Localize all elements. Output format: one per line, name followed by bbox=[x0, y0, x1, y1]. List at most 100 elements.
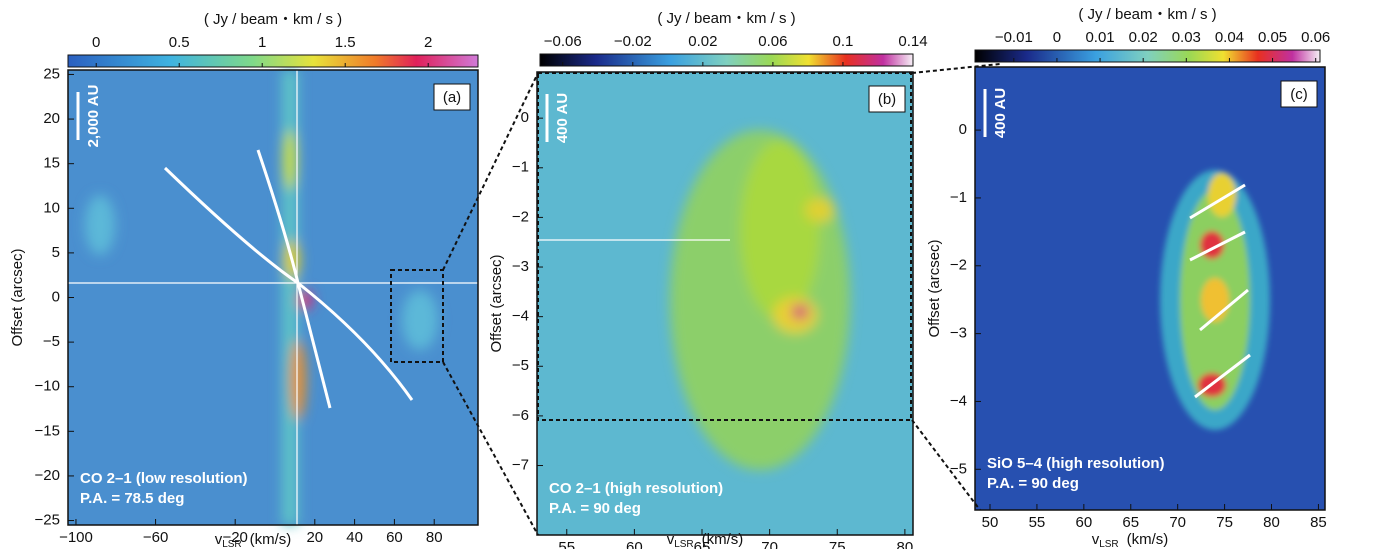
y-tick-label: 0 bbox=[521, 109, 529, 126]
x-tick-label: 40 bbox=[346, 529, 363, 546]
x-label-subscript: LSR bbox=[674, 539, 693, 549]
y-tick-label: 0 bbox=[52, 288, 60, 305]
x-label-symbol: v bbox=[215, 531, 223, 548]
x-tick-label: 70 bbox=[761, 539, 778, 549]
panel-label-box bbox=[1280, 80, 1318, 108]
colorbar-tick-label: −0.02 bbox=[614, 33, 652, 50]
colorbar-tick-label: 0.03 bbox=[1172, 29, 1201, 46]
x-label-symbol: v bbox=[1092, 531, 1100, 548]
emission bbox=[1160, 170, 1270, 430]
annotation: P.A. = 90 deg bbox=[987, 475, 1079, 492]
y-tick-label: −7 bbox=[512, 456, 529, 473]
colorbar-tick-label: 1.5 bbox=[335, 34, 356, 51]
y-axis-label: Offset (arcsec) bbox=[9, 248, 26, 346]
y-tick-label: −3 bbox=[950, 325, 967, 342]
panel-label-box bbox=[868, 85, 906, 113]
y-tick-label: 5 bbox=[52, 244, 60, 261]
x-axis-label: vLSR (km/s) bbox=[1092, 531, 1169, 549]
x-tick-label: 85 bbox=[1310, 514, 1327, 531]
colorbar-tick-label: 0.5 bbox=[169, 34, 190, 51]
x-tick-label: 75 bbox=[829, 539, 846, 549]
y-axis-label: Offset (arcsec) bbox=[488, 254, 505, 352]
x-label-symbol: v bbox=[667, 531, 675, 548]
colorbar-tick-label: 0 bbox=[1053, 29, 1061, 46]
scale-bar-label: 400 AU bbox=[992, 88, 1009, 138]
colorbar-label: ( Jy / beam・km / s ) bbox=[204, 11, 342, 28]
y-tick-label: −4 bbox=[950, 392, 967, 409]
x-tick-label: −100 bbox=[59, 529, 93, 546]
y-tick-label: −10 bbox=[35, 378, 60, 395]
annotation: CO 2–1 (low resolution) bbox=[80, 470, 248, 487]
colorbar-tick-label: 0.01 bbox=[1085, 29, 1114, 46]
colorbar-tick-label: 0.04 bbox=[1215, 29, 1244, 46]
y-tick-label: 20 bbox=[43, 110, 60, 127]
y-tick-label: −4 bbox=[512, 308, 529, 325]
emission bbox=[85, 70, 438, 525]
y-tick-label: 25 bbox=[43, 65, 60, 82]
x-tick-label: 60 bbox=[386, 529, 403, 546]
decoration bbox=[68, 63, 1325, 536]
y-tick-label: −25 bbox=[35, 512, 60, 529]
y-tick-label: −15 bbox=[35, 422, 60, 439]
map-background bbox=[975, 67, 1325, 510]
y-tick-label: −3 bbox=[512, 258, 529, 275]
y-tick-label: −1 bbox=[950, 189, 967, 206]
x-label-subscript: LSR bbox=[1099, 539, 1118, 549]
colorbar-tick-label: 1 bbox=[258, 34, 266, 51]
y-tick-label: −2 bbox=[950, 257, 967, 274]
colorbar-tick-label: 0 bbox=[92, 34, 100, 51]
panel-label: (b) bbox=[878, 91, 896, 108]
colorbar-tick-label: 0.06 bbox=[1301, 29, 1330, 46]
x-tick-label: −60 bbox=[143, 529, 168, 546]
x-tick-label: 20 bbox=[306, 529, 323, 546]
x-tick-label: 80 bbox=[897, 539, 914, 549]
x-tick-label: 55 bbox=[558, 539, 575, 549]
panel-label: (a) bbox=[443, 89, 461, 106]
y-tick-label: 15 bbox=[43, 155, 60, 172]
colorbar-tick-label: 0.02 bbox=[688, 33, 717, 50]
colorbar-tick-label: 0.02 bbox=[1129, 29, 1158, 46]
y-tick-label: 0 bbox=[959, 121, 967, 138]
x-label-subscript: LSR bbox=[222, 539, 241, 549]
panel-label-box bbox=[433, 83, 471, 111]
colorbar bbox=[67, 54, 479, 68]
colorbar-tick-label: −0.06 bbox=[544, 33, 582, 50]
x-tick-label: 55 bbox=[1029, 514, 1046, 531]
x-axis-label: vLSR (km/s) bbox=[215, 531, 292, 549]
y-tick-label: −5 bbox=[950, 460, 967, 477]
colorbar-tick-label: 2 bbox=[424, 34, 432, 51]
y-tick-label: 10 bbox=[43, 199, 60, 216]
y-tick-label: −6 bbox=[512, 407, 529, 424]
colorbar-tick-label: −0.01 bbox=[995, 29, 1033, 46]
colorbar-tick-label: 0.1 bbox=[833, 33, 854, 50]
x-label-unit: (km/s) bbox=[1127, 531, 1169, 548]
panel-label: (c) bbox=[1290, 86, 1308, 103]
x-axis-label: vLSR (km/s) bbox=[667, 531, 744, 549]
x-tick-label: 65 bbox=[694, 539, 711, 549]
colorbar bbox=[539, 53, 914, 67]
colorbar-label: ( Jy / beam・km / s ) bbox=[657, 10, 795, 27]
x-tick-label: 70 bbox=[1169, 514, 1186, 531]
x-label-unit: (km/s) bbox=[250, 531, 292, 548]
scale-bar-label: 2,000 AU bbox=[85, 85, 102, 148]
colorbar-tick-label: 0.14 bbox=[898, 33, 927, 50]
colorbar bbox=[974, 49, 1321, 63]
annotation: P.A. = 78.5 deg bbox=[80, 490, 184, 507]
colorbar-tick-label: 0.05 bbox=[1258, 29, 1287, 46]
annotation: SiO 5–4 (high resolution) bbox=[987, 455, 1165, 472]
y-tick-label: −20 bbox=[35, 467, 60, 484]
x-tick-label: 60 bbox=[626, 539, 643, 549]
y-tick-label: −2 bbox=[512, 208, 529, 225]
y-axis-label: Offset (arcsec) bbox=[926, 239, 943, 337]
x-tick-label: 80 bbox=[426, 529, 443, 546]
colorbar-tick-label: 0.06 bbox=[758, 33, 787, 50]
x-tick-label: 80 bbox=[1263, 514, 1280, 531]
annotation: CO 2–1 (high resolution) bbox=[549, 480, 723, 497]
emission bbox=[670, 130, 850, 470]
colorbar-label: ( Jy / beam・km / s ) bbox=[1078, 6, 1216, 23]
x-tick-label: −20 bbox=[222, 529, 247, 546]
x-tick-label: 75 bbox=[1216, 514, 1233, 531]
annotation: P.A. = 90 deg bbox=[549, 500, 641, 517]
y-tick-label: −1 bbox=[512, 159, 529, 176]
